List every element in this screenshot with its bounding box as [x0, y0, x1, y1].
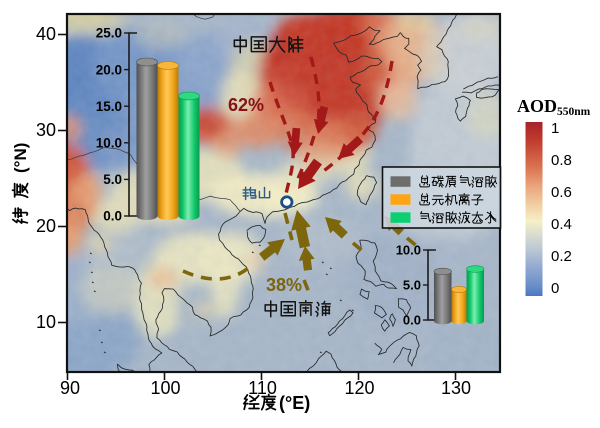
svg-text:38%: 38% — [266, 275, 302, 295]
svg-text:40: 40 — [36, 24, 56, 44]
svg-text:1: 1 — [551, 120, 559, 137]
svg-text:5.0: 5.0 — [403, 278, 421, 293]
svg-text:0.0: 0.0 — [103, 209, 122, 224]
svg-text:0.4: 0.4 — [551, 216, 572, 233]
svg-text:10.0: 10.0 — [96, 136, 122, 151]
svg-text:(°N): (°N) — [11, 143, 30, 173]
svg-text:15.0: 15.0 — [96, 99, 122, 114]
svg-text:0.6: 0.6 — [551, 184, 572, 201]
svg-text:5.0: 5.0 — [103, 172, 122, 187]
svg-text:130: 130 — [441, 378, 471, 398]
svg-text:0.0: 0.0 — [403, 313, 421, 328]
svg-text:20: 20 — [36, 216, 56, 236]
svg-text:0: 0 — [551, 280, 559, 297]
svg-text:62%: 62% — [228, 95, 264, 115]
svg-text:25.0: 25.0 — [96, 26, 122, 41]
svg-text:100: 100 — [150, 378, 180, 398]
svg-text:10: 10 — [36, 312, 56, 332]
svg-text:0.8: 0.8 — [551, 152, 572, 169]
svg-text:0.2: 0.2 — [551, 248, 572, 265]
svg-text:20.0: 20.0 — [96, 62, 122, 77]
svg-text:90: 90 — [60, 378, 80, 398]
svg-text:10.0: 10.0 — [396, 243, 421, 258]
svg-text:120: 120 — [344, 378, 374, 398]
svg-text:30: 30 — [36, 120, 56, 140]
svg-text:(°E): (°E) — [279, 393, 310, 413]
svg-text:110: 110 — [248, 378, 277, 398]
